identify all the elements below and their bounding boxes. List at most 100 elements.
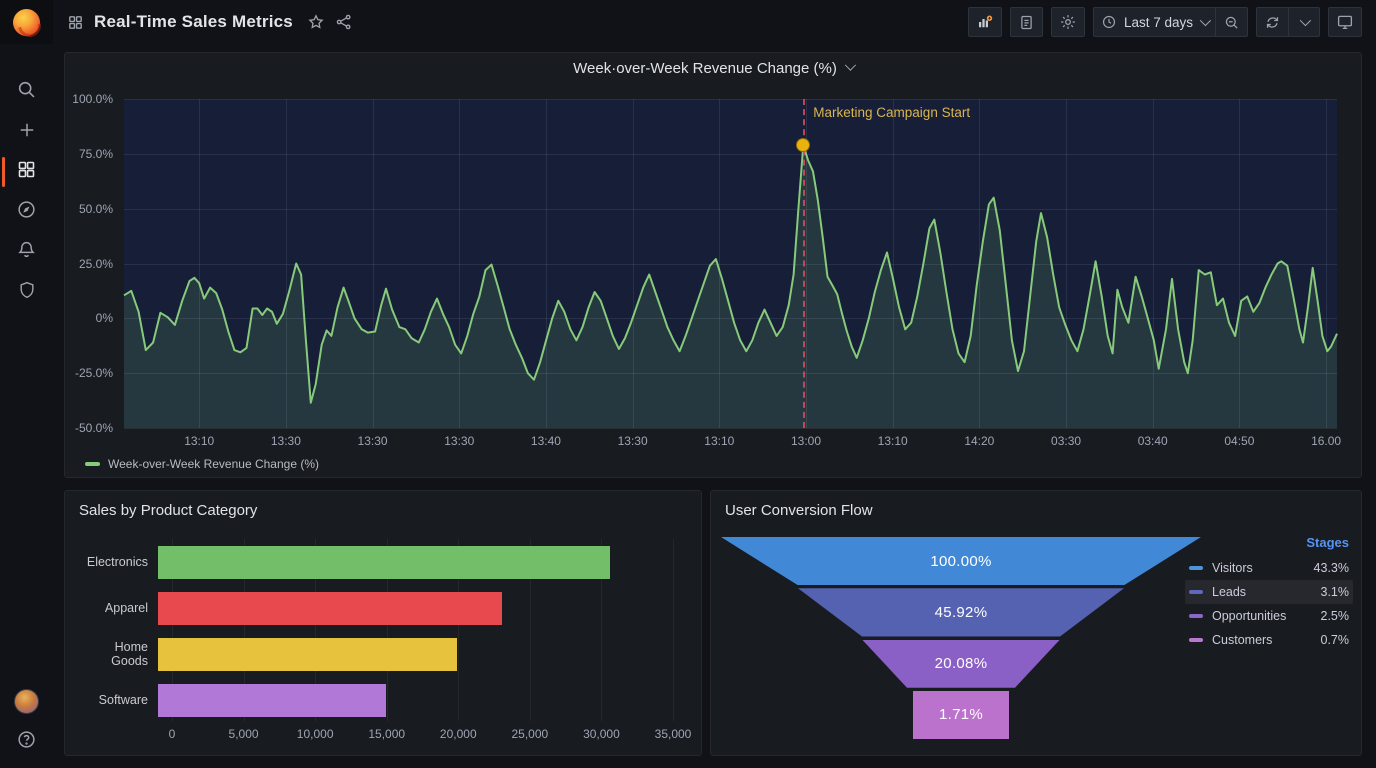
gridline-v xyxy=(285,99,287,428)
bar-row-home-goods: Home Goods xyxy=(79,631,673,677)
bar-x-tick-label: 10,000 xyxy=(296,727,334,741)
gridline-v xyxy=(199,99,201,428)
dashboards-icon xyxy=(16,159,37,185)
legend-label: Week-over-Week Revenue Change (%) xyxy=(108,457,319,471)
shield-icon xyxy=(17,280,37,305)
bar-row-software: Software xyxy=(79,677,673,723)
legend-item-label: Customers xyxy=(1212,633,1273,647)
sidebar-item-search[interactable] xyxy=(0,72,53,112)
funnel-legend-item-visitors[interactable]: Visitors 43.3% xyxy=(1185,556,1353,580)
star-icon[interactable] xyxy=(307,13,325,31)
sidebar-item-admin[interactable] xyxy=(0,272,53,312)
x-tick-label: 13:30 xyxy=(357,434,388,448)
refresh-interval-dropdown[interactable] xyxy=(1288,7,1320,37)
grafana-logo-button[interactable] xyxy=(0,0,53,44)
refresh-icon xyxy=(1264,14,1281,31)
sidebar-item-create[interactable] xyxy=(0,112,53,152)
bar-category-label: Apparel xyxy=(104,601,148,615)
bar-value[interactable] xyxy=(158,637,458,671)
y-tick-label: 75.0% xyxy=(78,146,113,161)
legend-color-dash xyxy=(1189,638,1203,642)
funnel-legend-item-customers[interactable]: Customers 0.7% xyxy=(1185,628,1353,652)
y-tick-label: 50.0% xyxy=(78,201,113,216)
bar-x-axis: 0 5,000 10,000 15,000 20,000 25,000 30,000 35,0… xyxy=(169,727,692,743)
y-axis: 100.0% 75.0% 50.0% 25.0% 0% -25.0% -50.0% xyxy=(65,92,119,435)
gridline-v xyxy=(372,99,374,428)
chevron-down-icon xyxy=(1299,14,1312,27)
x-tick-label: 13:10 xyxy=(184,434,215,448)
bar-value[interactable] xyxy=(158,591,502,625)
funnel-stage-4[interactable]: 1.71% xyxy=(913,690,1009,739)
legend-color-dash xyxy=(85,462,100,466)
sidebar-item-alerting[interactable] xyxy=(0,232,53,272)
funnel-stage-label: 45.92% xyxy=(934,603,988,621)
x-tick-label: 14:20 xyxy=(964,434,995,448)
legend-color-dash xyxy=(1189,614,1203,618)
bar-value[interactable] xyxy=(158,545,611,579)
document-icon xyxy=(1018,14,1035,31)
bar-x-tick-label: 15,000 xyxy=(368,727,406,741)
x-tick-label: 13:10 xyxy=(877,434,908,448)
funnel-stage-1[interactable]: 100.00% xyxy=(721,537,1201,586)
zoom-out-icon xyxy=(1223,14,1240,31)
monitor-icon xyxy=(1336,13,1354,31)
user-avatar[interactable] xyxy=(14,689,39,714)
chevron-down-icon xyxy=(1199,14,1212,27)
add-panel-button[interactable] xyxy=(967,7,1002,37)
timeseries-plot-area[interactable]: Marketing Campaign Start xyxy=(124,99,1337,429)
gridline-h xyxy=(124,153,1337,155)
sidebar-item-dashboards[interactable] xyxy=(0,152,53,192)
annotation-dot xyxy=(796,138,811,153)
bar-x-tick-label: 30,000 xyxy=(583,727,620,741)
panel-title-text: Week·over-Week Revenue Change (%) xyxy=(573,59,837,77)
dashboard-settings-button[interactable] xyxy=(1050,7,1085,37)
funnel-legend-item-opportunities[interactable]: Opportunities 2.5% xyxy=(1185,604,1353,628)
funnel-stage-label: 100.00% xyxy=(930,552,992,570)
funnel-legend: Stages Visitors 43.3% Leads 3.1% Opportuniti… xyxy=(1185,535,1353,652)
sidebar-item-explore[interactable] xyxy=(0,192,53,232)
time-range-picker[interactable]: Last 7 days xyxy=(1092,7,1215,37)
annotation-line xyxy=(803,99,806,428)
bar-x-tick-label: 25,000 xyxy=(511,727,549,741)
sidebar-item-help[interactable] xyxy=(0,730,53,754)
gridline-v xyxy=(1152,99,1154,428)
x-tick-label: 13:30 xyxy=(270,434,301,448)
question-icon xyxy=(16,729,37,755)
gridline-h xyxy=(124,428,1337,429)
dashboard-title: Real-Time Sales Metrics xyxy=(94,12,293,31)
bar-gridline-v xyxy=(386,539,388,721)
panel-title-conversion: User Conversion Flow xyxy=(725,502,873,519)
panel-title-sales: Sales by Product Category xyxy=(79,502,258,519)
series-legend-item[interactable]: Week-over-Week Revenue Change (%) xyxy=(85,457,319,471)
panel-json-button[interactable] xyxy=(1009,7,1043,37)
bar-chart-rows: Electronics Apparel Home Goods Software xyxy=(79,539,673,723)
gridline-v xyxy=(719,99,721,428)
y-tick-label: -25.0% xyxy=(74,366,113,381)
bar-category-label: Software xyxy=(98,693,148,707)
bar-value[interactable] xyxy=(158,683,387,717)
gridline-v xyxy=(545,99,547,428)
legend-item-value: 43.3% xyxy=(1313,561,1349,575)
gear-icon xyxy=(1059,13,1077,31)
bell-icon xyxy=(16,239,37,265)
gridline-v xyxy=(805,99,807,428)
funnel-legend-title[interactable]: Stages xyxy=(1306,535,1349,550)
legend-item-value: 2.5% xyxy=(1320,609,1350,623)
funnel-legend-item-leads[interactable]: Leads 3.1% xyxy=(1185,580,1353,604)
bar-gridline-v xyxy=(601,539,603,721)
plus-icon xyxy=(17,120,37,145)
zoom-out-time-button[interactable] xyxy=(1215,7,1248,37)
kiosk-mode-button[interactable] xyxy=(1328,7,1362,37)
funnel-stage-3[interactable]: 20.08% xyxy=(862,639,1061,688)
panel-title-wow-revenue[interactable]: Week·over-Week Revenue Change (%) xyxy=(65,53,1361,83)
time-range-label: Last 7 days xyxy=(1123,14,1193,30)
x-tick-label: 13:00 xyxy=(790,434,821,448)
share-icon[interactable] xyxy=(335,13,353,31)
legend-color-dash xyxy=(1189,566,1203,570)
y-tick-label: -50.0% xyxy=(74,421,113,435)
funnel-stage-2[interactable]: 45.92% xyxy=(797,588,1125,637)
x-axis: 13:10 13:30 13:30 13:30 13:40 13:30 13:10 13:00… xyxy=(124,434,1341,452)
refresh-button[interactable] xyxy=(1256,7,1288,37)
x-tick-label: 13:40 xyxy=(530,434,561,448)
add-panel-icon xyxy=(976,13,994,31)
